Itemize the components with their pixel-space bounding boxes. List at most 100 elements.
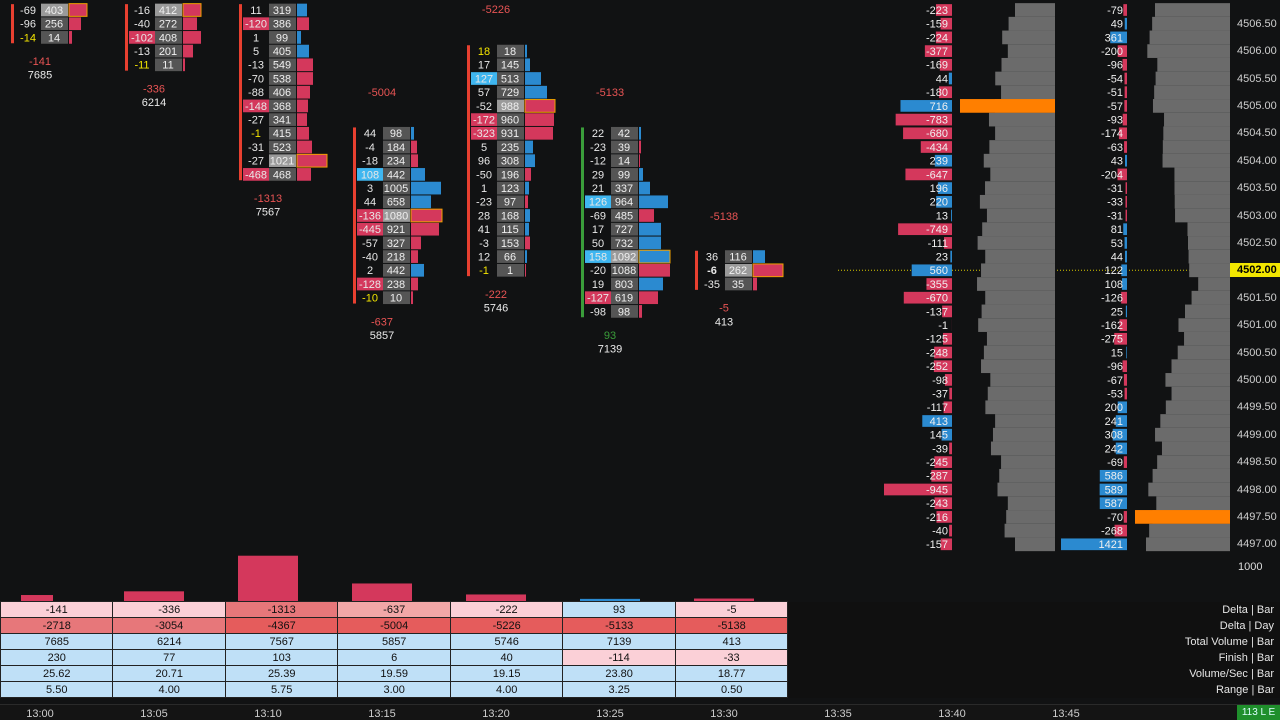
session-right-bar — [1112, 428, 1127, 441]
price-label: 4501.00 — [1237, 319, 1277, 332]
session-right-value: -54 — [1107, 73, 1123, 85]
stats-cell: -33 — [674, 649, 789, 666]
session-delta-bar — [949, 387, 952, 400]
volume-bar — [411, 277, 418, 291]
volume-value: 235 — [501, 142, 519, 154]
volume-profile-bar-right — [1188, 249, 1230, 264]
session-delta-value: 560 — [930, 265, 948, 277]
delta-value: -13 — [248, 60, 264, 72]
volume-cell — [383, 291, 410, 305]
session-delta-bar — [895, 113, 952, 126]
volume-cell — [611, 140, 638, 154]
volume-value: 308 — [501, 156, 519, 168]
bar-candle-1320 — [467, 45, 470, 277]
volume-bar — [69, 17, 81, 31]
volume-value: 145 — [501, 60, 519, 72]
volume-bar — [639, 140, 641, 154]
volume-bar — [297, 3, 307, 17]
session-delta-value: -245 — [926, 457, 948, 469]
session-right-value: -31 — [1107, 183, 1123, 195]
delta-value: -445 — [359, 224, 381, 236]
time-axis[interactable]: 13:00 13:05 13:10 13:15 13:20 13:25 13:30 13:35… — [0, 704, 1280, 720]
delta-value: -120 — [245, 19, 267, 31]
volume-value: 368 — [273, 101, 291, 113]
volume-bar — [525, 72, 541, 85]
volume-cell — [497, 195, 524, 209]
bar-delta-summary: -222 — [485, 289, 507, 301]
price-label: 4505.50 — [1237, 72, 1277, 85]
delta-value: 28 — [478, 210, 490, 222]
volume-cell — [497, 209, 524, 222]
volume-cell — [155, 31, 182, 44]
volume-value: 412 — [159, 5, 177, 17]
volume-profile-bar-right — [1198, 277, 1230, 291]
volume-bar — [639, 222, 661, 236]
poc-highlight-right — [1135, 510, 1230, 524]
delta-value: -127 — [587, 293, 609, 305]
volume-bar — [524, 99, 556, 113]
delta-value: 12 — [478, 252, 490, 264]
delta-value: -468 — [245, 169, 267, 181]
volume-profile-bar — [989, 140, 1055, 154]
volume-value: 964 — [615, 197, 633, 209]
session-right-value: -57 — [1107, 101, 1123, 113]
session-right-value: -70 — [1107, 512, 1123, 524]
session-right-value: -174 — [1101, 128, 1123, 140]
volume-bar — [411, 263, 424, 277]
bar-candle-1305 — [125, 4, 128, 71]
session-delta-bar — [944, 374, 952, 386]
volume-bar — [297, 168, 311, 181]
session-right-bar — [1121, 264, 1127, 277]
delta-cell — [471, 113, 497, 126]
session-delta-bar — [940, 538, 952, 551]
stats-cell: 19.15 — [449, 665, 564, 682]
volume-value: 921 — [387, 224, 405, 236]
session-delta-value: -137 — [926, 306, 948, 318]
session-right-value: 242 — [1105, 443, 1123, 455]
delta-value: 18 — [478, 46, 490, 58]
stats-cell: -336 — [112, 601, 226, 618]
volume-value: 538 — [273, 73, 291, 85]
volume-value: 201 — [159, 46, 177, 58]
volume-value: 727 — [615, 224, 633, 236]
stats-cell: -637 — [337, 601, 451, 618]
session-delta-value: -169 — [926, 60, 948, 72]
volume-bar — [525, 140, 533, 154]
delta-value: 126 — [589, 197, 607, 209]
session-right-value: -204 — [1101, 169, 1123, 181]
volume-bar — [411, 291, 413, 305]
bar-volume-summary: 7567 — [256, 207, 280, 219]
delta-value: -70 — [248, 73, 264, 85]
session-delta-bar — [900, 100, 952, 112]
price-label: 4504.50 — [1237, 127, 1277, 140]
volume-value: 405 — [273, 46, 291, 58]
session-delta-value: -40 — [932, 526, 948, 538]
session-right-value: -53 — [1107, 389, 1123, 401]
session-delta-value: -180 — [926, 87, 948, 99]
bar-candle-1310 — [239, 4, 242, 181]
volume-profile-bar-right — [1155, 3, 1230, 17]
price-label: 4503.50 — [1237, 182, 1277, 195]
session-right-bar — [1122, 113, 1127, 126]
volume-profile-bar — [1002, 30, 1055, 45]
volume-cell — [497, 126, 524, 140]
volume-cell — [269, 140, 296, 154]
volume-cell — [611, 263, 638, 277]
stats-cell: 6214 — [112, 633, 226, 650]
volume-profile-bar — [983, 153, 1055, 168]
delta-value: 44 — [364, 197, 376, 209]
time-label: 13:25 — [596, 708, 624, 720]
delta-value: -148 — [245, 101, 267, 113]
delta-value: 108 — [361, 169, 379, 181]
delta-value: -136 — [359, 210, 381, 222]
status-badge[interactable]: 113 L E — [1237, 705, 1280, 720]
volume-profile-bar — [1008, 16, 1055, 31]
volume-value: 1021 — [270, 156, 294, 168]
volume-value: 1005 — [384, 183, 408, 195]
volume-profile-bar — [981, 359, 1055, 374]
session-right-value: 241 — [1105, 416, 1123, 428]
volume-bar — [410, 208, 443, 223]
volume-bar — [639, 277, 663, 291]
session-delta-bar — [934, 456, 952, 468]
